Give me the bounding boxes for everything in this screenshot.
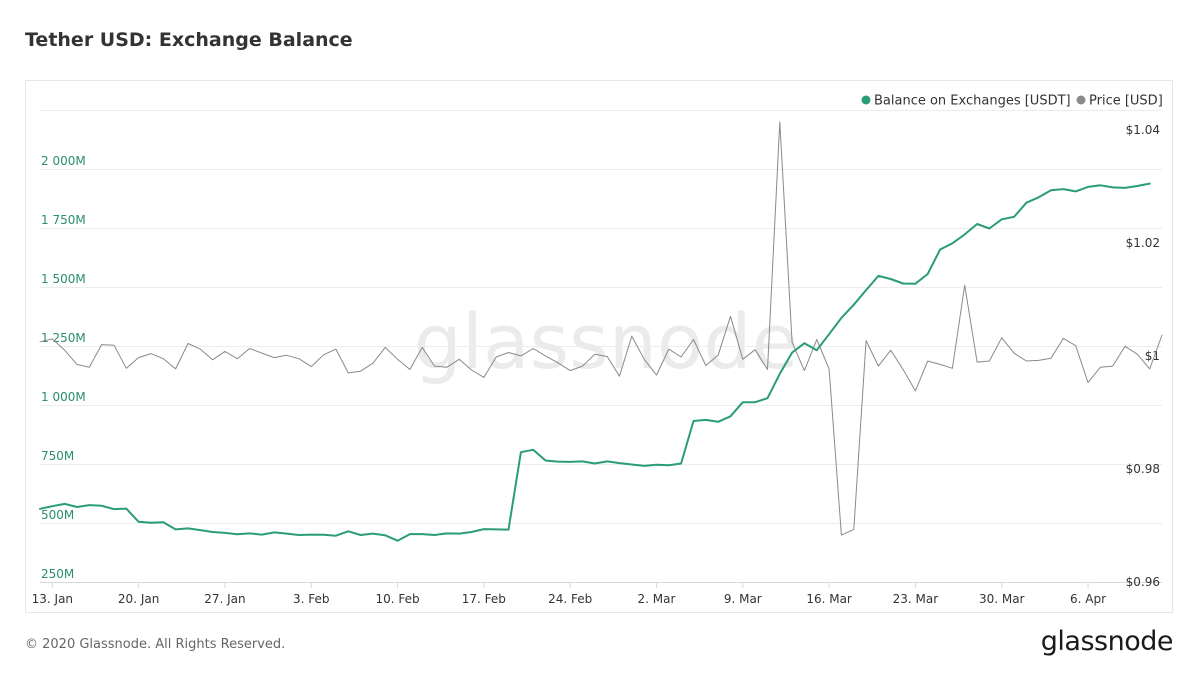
legend-marker-price (1076, 95, 1086, 105)
x-tick-label: 17. Feb (462, 592, 506, 606)
left-tick-label: 2 000M (41, 154, 86, 168)
left-tick-label: 1 250M (41, 331, 86, 345)
left-tick-label: 750M (41, 449, 74, 463)
x-tick-label: 10. Feb (375, 592, 419, 606)
left-tick-label: 250M (41, 567, 74, 581)
x-tick-label: 30. Mar (979, 592, 1025, 606)
right-tick-label: $0.98 (1126, 462, 1160, 476)
watermark-text: glassnode (414, 297, 799, 386)
series-layer (39, 121, 1163, 542)
glassnode-logo[interactable]: glassnode (1040, 626, 1174, 657)
legend: Balance on Exchanges [USDT] Price [USD] (861, 94, 1163, 109)
x-tick-label: 13. Jan (32, 592, 73, 606)
legend-marker-balance (861, 95, 871, 105)
x-tick-label: 6. Apr (1070, 592, 1106, 606)
balance-series-line (39, 182, 1151, 542)
left-axis-ticks: 250M 500M 750M 1 000M 1 250M 1 500M 1 750M 2 00… (41, 154, 86, 581)
right-tick-label: $0.96 (1126, 575, 1160, 589)
legend-label-price: Price [USD] (1089, 94, 1163, 109)
exchange-balance-chart[interactable]: glassnode 13. Jan 20. Jan 27. Jan 3. Feb 10.… (26, 81, 1174, 614)
x-tick-label: 9. Mar (724, 592, 762, 606)
x-tick-label: 20. Jan (118, 592, 159, 606)
x-tick-label: 2. Mar (638, 592, 676, 606)
right-axis-ticks: $0.96$0.98$1$1.02$1.04 (1126, 123, 1160, 589)
chart-title: Tether USD: Exchange Balance (25, 29, 353, 51)
x-tick-label: 16. Mar (806, 592, 852, 606)
right-tick-label: $1.02 (1126, 236, 1160, 250)
price-series-line (39, 121, 1163, 536)
left-tick-label: 1 000M (41, 390, 86, 404)
x-tick-label: 24. Feb (548, 592, 592, 606)
legend-item-price[interactable]: Price [USD] (1076, 94, 1163, 109)
x-tick-label: 27. Jan (204, 592, 245, 606)
left-tick-label: 1 500M (41, 272, 86, 286)
chart-frame: glassnode 13. Jan 20. Jan 27. Jan 3. Feb 10.… (25, 80, 1173, 613)
left-tick-label: 1 750M (41, 213, 86, 227)
copyright-text: © 2020 Glassnode. All Rights Reserved. (25, 637, 286, 652)
legend-label-balance: Balance on Exchanges [USDT] (874, 94, 1071, 109)
x-axis: 13. Jan 20. Jan 27. Jan 3. Feb 10. Feb 17. Fe… (32, 582, 1162, 606)
left-tick-label: 500M (41, 508, 74, 522)
right-tick-label: $1.04 (1126, 123, 1160, 137)
x-tick-label: 23. Mar (893, 592, 939, 606)
grid-lines (40, 110, 1162, 583)
x-tick-label: 3. Feb (293, 592, 330, 606)
legend-item-balance[interactable]: Balance on Exchanges [USDT] (861, 94, 1071, 109)
